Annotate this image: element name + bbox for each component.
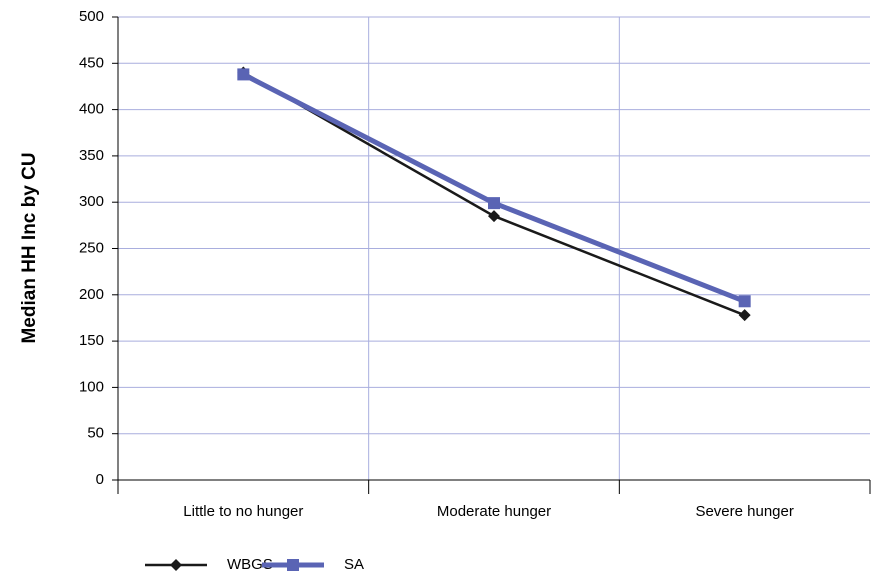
legend-label: WBGS — [227, 556, 273, 573]
y-tick-label: 200 — [79, 286, 104, 303]
legend-marker — [170, 559, 182, 571]
y-tick-label: 0 — [96, 471, 104, 488]
data-point — [488, 210, 500, 223]
y-tick-label: 250 — [79, 239, 104, 256]
x-tick-label: Little to no hunger — [183, 503, 303, 520]
x-tick-label: Severe hunger — [695, 503, 793, 520]
y-tick-label: 50 — [87, 425, 104, 442]
y-tick-label: 100 — [79, 378, 104, 395]
legend-label: SA — [344, 556, 364, 573]
data-point — [738, 295, 751, 308]
legend-marker — [287, 559, 299, 571]
data-point — [488, 197, 500, 210]
y-tick-label: 500 — [79, 8, 104, 25]
y-tick-label: 450 — [79, 54, 104, 71]
y-tick-label: 400 — [79, 101, 104, 118]
series-line — [242, 72, 746, 304]
data-point — [237, 68, 250, 81]
y-tick-label: 150 — [79, 332, 104, 349]
y-axis-label: Median HH Inc by CU — [19, 152, 40, 343]
series-line — [242, 71, 746, 317]
y-tick-label: 350 — [79, 147, 104, 164]
x-tick-label: Moderate hunger — [437, 503, 551, 520]
y-tick-label: 300 — [79, 193, 104, 210]
data-point — [738, 309, 751, 322]
